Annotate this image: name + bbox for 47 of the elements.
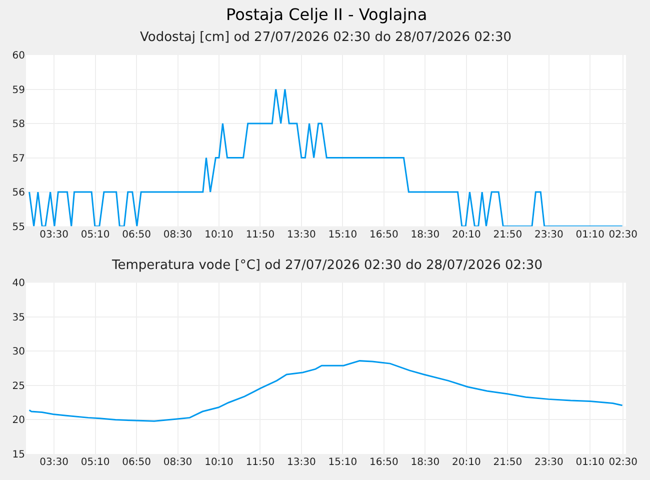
y-tick-label: 35: [12, 312, 25, 324]
x-tick-label: 10:10: [204, 457, 234, 468]
y-tick-label: 60: [12, 50, 25, 62]
x-tick-label: 21:50: [493, 457, 522, 468]
x-tick-label: 11:50: [246, 229, 275, 240]
x-tick-label: 03:30: [40, 457, 68, 468]
x-tick-label: 06:50: [122, 457, 151, 468]
x-tick-label: 20:10: [452, 457, 481, 468]
x-tick-label: 16:50: [370, 457, 398, 468]
x-tick-label: 21:50: [493, 229, 522, 240]
x-tick-label: 02:30: [608, 457, 638, 468]
line-series: [28, 88, 624, 226]
y-tick-label: 40: [12, 278, 25, 290]
y-tick-label: 55: [12, 222, 25, 233]
x-tick-label: 18:30: [410, 457, 440, 468]
x-tick-label: 05:10: [80, 229, 110, 240]
x-tick-label: 08:30: [163, 229, 192, 240]
y-tick-label: 20: [12, 415, 25, 426]
x-tick-label: 06:50: [122, 229, 151, 240]
x-tick-label: 23:30: [534, 229, 564, 240]
x-tick-label: 10:10: [204, 229, 234, 240]
x-tick-label: 16:50: [370, 229, 398, 240]
y-tick-label: 58: [12, 119, 25, 130]
chart-title: Postaja Celje II - Voglajna: [226, 5, 428, 24]
chart-title: Temperatura vode [°C] od 27/07/2026 02:30 do 28/07/2026 02:30: [111, 258, 542, 273]
chart-subtitle: Vodostaj [cm] od 27/07/2026 02:30 do 28/07/2026 02:30: [140, 30, 512, 45]
x-tick-label: 01:10: [576, 457, 605, 468]
x-tick-label: 05:10: [80, 457, 110, 468]
x-tick-label: 15:10: [328, 229, 358, 240]
x-tick-label: 20:10: [452, 229, 481, 240]
y-tick-label: 25: [12, 380, 25, 392]
y-tick-label: 57: [12, 153, 25, 164]
x-tick-label: 02:30: [608, 229, 638, 240]
line-series: [28, 360, 624, 422]
x-tick-label: 23:30: [534, 457, 564, 468]
y-tick-label: 30: [12, 346, 25, 358]
x-tick-label: 18:30: [410, 229, 440, 240]
x-tick-label: 11:50: [246, 457, 275, 468]
x-tick-label: 13:30: [287, 457, 316, 468]
y-tick-label: 59: [12, 84, 25, 96]
x-tick-label: 08:30: [163, 457, 192, 468]
x-tick-label: 15:10: [328, 457, 358, 468]
y-tick-label: 15: [12, 449, 25, 460]
y-tick-label: 56: [12, 188, 25, 199]
x-tick-label: 13:30: [287, 229, 316, 240]
x-tick-label: 03:30: [40, 229, 68, 240]
x-tick-label: 01:10: [576, 229, 605, 240]
